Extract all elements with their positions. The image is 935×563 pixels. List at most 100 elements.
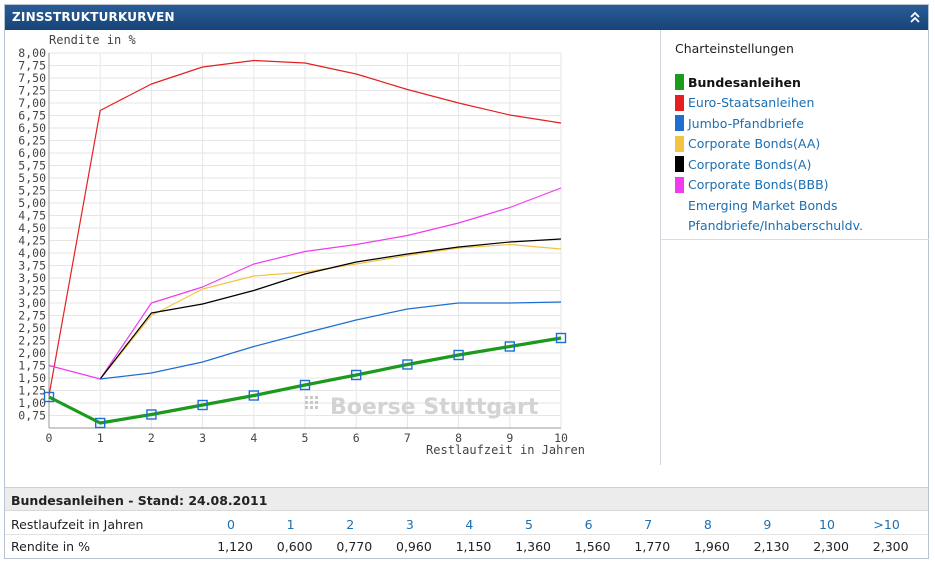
data-point	[351, 369, 362, 381]
maturity-cell[interactable]: 2	[346, 517, 355, 532]
maturity-cell[interactable]: 4	[465, 517, 474, 532]
y-tick-label: 2,25	[18, 334, 46, 348]
y-tick-label: 5,25	[18, 184, 46, 198]
legend-item[interactable]: Jumbo-Pfandbriefe	[675, 113, 925, 134]
x-tick-label: 8	[455, 431, 462, 445]
series-line	[48, 187, 562, 380]
y-axis-label: Rendite in %	[49, 33, 136, 47]
maturity-cell[interactable]: 3	[405, 517, 414, 532]
yield-cell: 1,960	[694, 539, 730, 554]
yield-cell: 2,300	[872, 539, 909, 554]
watermark-dot	[315, 406, 318, 409]
settings-title: Charteinstellungen	[675, 41, 794, 56]
legend-item[interactable]: Corporate Bonds(A)	[675, 154, 925, 175]
yield-cell: 1,560	[574, 539, 611, 554]
x-tick-label: 4	[250, 431, 257, 445]
data-point	[146, 409, 157, 420]
watermark-dot	[310, 406, 313, 409]
maturity-cell[interactable]: >10	[873, 517, 900, 532]
legend-swatch	[675, 94, 684, 111]
x-tick-label: 1	[97, 431, 104, 445]
yield-cell: 1,120	[217, 539, 253, 554]
y-tick-label: 1,50	[18, 371, 46, 385]
legend-item[interactable]: Emerging Market Bonds	[675, 195, 925, 216]
maturity-cell[interactable]: 6	[584, 517, 593, 532]
settings-divider	[661, 239, 929, 240]
y-tick-label: 6,75	[18, 109, 46, 123]
y-tick-label: 1,75	[18, 359, 46, 373]
maturity-row-label: Restlaufzeit in Jahren	[11, 517, 144, 532]
watermark-dot	[305, 406, 308, 409]
x-tick-label: 7	[404, 431, 411, 445]
data-point	[504, 341, 515, 352]
y-tick-label: 4,75	[18, 209, 46, 223]
legend: Bundesanleihen Euro-Staatsanleihen Jumbo-P…	[675, 72, 925, 236]
legend-label: Jumbo-Pfandbriefe	[688, 115, 804, 131]
legend-label: Emerging Market Bonds	[688, 197, 838, 213]
x-tick-label: 6	[353, 431, 360, 445]
x-tick-label: 5	[302, 431, 309, 445]
maturity-cell[interactable]: 1	[286, 517, 295, 532]
y-tick-label: 4,50	[18, 221, 46, 235]
y-tick-label: 7,25	[18, 84, 46, 98]
maturity-cell[interactable]: 8	[703, 517, 712, 532]
series-line	[100, 301, 562, 380]
data-point	[43, 391, 55, 403]
yield-cell: 2,130	[753, 539, 790, 554]
y-tick-label: 6,00	[18, 146, 46, 160]
x-tick-label: 3	[199, 431, 206, 445]
legend-label: Pfandbriefe/Inhaberschuldv.	[688, 218, 863, 234]
series-line	[48, 336, 562, 425]
y-tick-label: 2,75	[18, 309, 46, 323]
legend-item[interactable]: Pfandbriefe/Inhaberschuldv.	[675, 216, 925, 237]
data-point	[248, 390, 260, 401]
y-tick-label: 2,50	[18, 321, 46, 335]
maturity-cell[interactable]: 9	[763, 517, 772, 532]
legend-item[interactable]: Euro-Staatsanleihen	[675, 93, 925, 114]
y-tick-label: 1,00	[18, 396, 46, 410]
y-tick-label: 7,00	[18, 96, 46, 110]
y-tick-label: 3,75	[18, 259, 46, 273]
maturity-row: Restlaufzeit in Jahren 0 1 2 3 4 5 6 7 8 9 10 >10	[5, 514, 928, 535]
x-tick-label: 0	[46, 431, 53, 445]
yield-row: Rendite in % 1,120 0,600 0,770 0,960 1,150 1,…	[5, 536, 928, 557]
y-tick-label: 4,00	[18, 246, 46, 260]
x-tick-label: 10	[554, 431, 568, 445]
watermark-dot	[310, 401, 313, 404]
maturity-cell[interactable]: 7	[644, 517, 653, 532]
legend-label: Euro-Staatsanleihen	[688, 95, 815, 111]
legend-swatch	[675, 218, 684, 234]
legend-swatch	[675, 197, 684, 213]
maturity-cell[interactable]: 10	[819, 517, 835, 532]
yield-cell: 1,150	[455, 539, 492, 554]
y-tick-label: 7,50	[18, 71, 46, 85]
panel-title: ZINSSTRUKTURKURVEN	[12, 10, 175, 24]
yield-cell: 0,770	[336, 539, 373, 554]
legend-item[interactable]: Corporate Bonds(AA)	[675, 134, 925, 155]
series-line	[48, 59, 562, 396]
yield-curve-panel: ZINSSTRUKTURKURVEN 0,75 1,00 1,25 1,50 1,75 2…	[4, 4, 929, 559]
y-tick-label: 0,75	[18, 409, 46, 423]
watermark-dot	[315, 396, 318, 399]
watermark: Boerse Stuttgart	[330, 395, 539, 420]
data-point	[94, 417, 106, 429]
legend-swatch	[675, 74, 684, 91]
legend-label: Corporate Bonds(AA)	[688, 136, 821, 152]
maturity-cell[interactable]: 0	[227, 517, 235, 532]
y-tick-label: 5,75	[18, 159, 46, 173]
y-tick-label: 3,50	[18, 271, 46, 285]
legend-swatch	[675, 115, 684, 132]
yield-cell: 1,360	[515, 539, 551, 554]
legend-label: Bundesanleihen	[688, 74, 801, 90]
legend-swatch	[675, 176, 684, 193]
yield-cell: 2,300	[813, 539, 849, 554]
table-title-bar: Bundesanleihen - Stand: 24.08.2011	[5, 487, 928, 511]
yield-cell: 0,960	[396, 539, 432, 554]
maturity-cell[interactable]: 5	[525, 517, 533, 532]
legend-item[interactable]: Corporate Bonds(BBB)	[675, 175, 925, 196]
collapse-icon[interactable]	[908, 9, 922, 25]
x-axis-label: Restlaufzeit in Jahren	[426, 443, 585, 457]
y-tick-label: 3,00	[18, 296, 46, 310]
x-tick-label: 9	[506, 431, 513, 445]
legend-item[interactable]: Bundesanleihen	[675, 72, 925, 93]
